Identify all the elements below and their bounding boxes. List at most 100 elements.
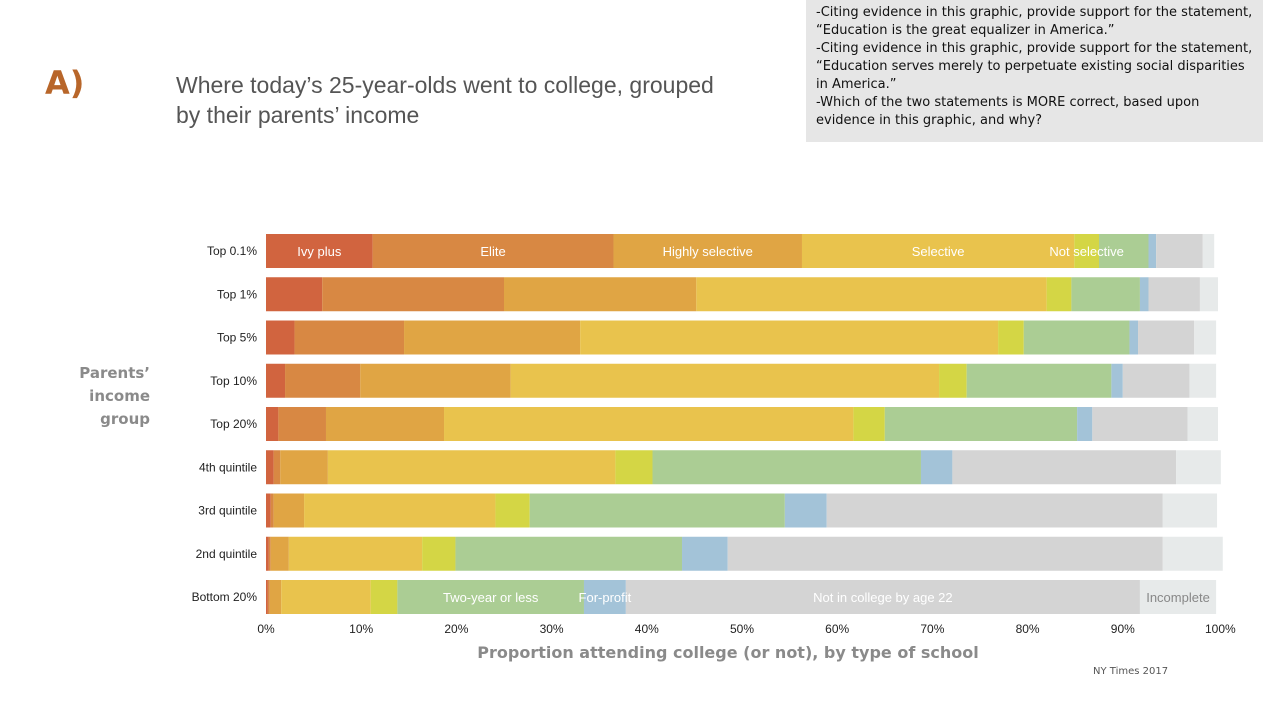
y-axis-label-line-1: Parents’ [79, 364, 150, 382]
bar-segment-elite-3rd-quintile [270, 493, 274, 528]
bar-segment-two-year-or-less-top-1 [1071, 277, 1140, 312]
bar-segment-not-selective-top-20 [853, 407, 885, 441]
bar-segment-elite-top-10 [285, 363, 361, 398]
bar-segment-selective-bottom-20 [281, 580, 371, 614]
bar-segment-two-year-or-less-top-5 [1023, 320, 1130, 355]
x-tick-label: 80% [1016, 622, 1040, 636]
bar-segment-not-selective-4th-quintile [615, 450, 653, 485]
bar-segment-two-year-or-less-top-10 [966, 363, 1112, 398]
bar-segment-highly-selective-top-1 [504, 277, 697, 312]
bar-segment-not-in-college-by-age-22-top-10 [1122, 363, 1190, 398]
bar-segment-not-in-college-by-age-22-top-0-1 [1156, 234, 1203, 268]
source-note: NY Times 2017 [1093, 666, 1169, 677]
bar-segment-for-profit-top-10 [1111, 363, 1123, 398]
segment-label-elite: Elite [480, 244, 505, 259]
segment-labels-group: Ivy plus Elite Highly selective Selective No… [297, 244, 1210, 605]
bar-segment-not-in-college-by-age-22-3rd-quintile [826, 493, 1163, 528]
bar-segment-incomplete-4th-quintile [1176, 450, 1221, 485]
bar-segment-incomplete-3rd-quintile [1162, 493, 1218, 528]
bar-segment-elite-bottom-20 [267, 580, 270, 614]
segment-label-for-profit: For-profit [579, 590, 632, 605]
bar-segment-for-profit-top-5 [1129, 320, 1139, 355]
bar-segment-for-profit-top-0-1 [1148, 234, 1157, 268]
category-label-4th-quintile: 4th quintile [199, 460, 257, 474]
bar-segment-for-profit-2nd-quintile [682, 536, 728, 571]
x-tick-label: 30% [540, 622, 564, 636]
bars-group [266, 234, 1223, 614]
bar-segment-selective-top-20 [444, 407, 854, 441]
bar-segment-not-selective-2nd-quintile [422, 536, 456, 571]
x-tick-label: 100% [1205, 622, 1236, 636]
segment-label-not-in-college-by-age-22: Not in college by age 22 [813, 590, 952, 605]
chart-title-line-1: Where today’s 25-year-olds went to colle… [176, 72, 714, 98]
bar-segment-highly-selective-top-0-1 [613, 234, 802, 268]
segment-label-incomplete: Incomplete [1146, 590, 1210, 605]
bar-segment-incomplete-top-20 [1187, 407, 1218, 441]
bar-segment-ivy-plus-bottom-20 [266, 580, 268, 614]
bar-segment-two-year-or-less-top-0-1 [1099, 234, 1149, 268]
bar-segment-two-year-or-less-4th-quintile [652, 450, 921, 485]
category-label-2nd-quintile: 2nd quintile [196, 547, 258, 561]
bar-segment-elite-top-20 [278, 407, 326, 441]
bar-segment-incomplete-top-10 [1189, 363, 1217, 398]
bar-segment-ivy-plus-top-1 [266, 277, 323, 312]
bar-segment-two-year-or-less-bottom-20 [397, 580, 584, 614]
bar-segment-for-profit-top-1 [1139, 277, 1149, 312]
bar-segment-ivy-plus-top-20 [266, 407, 279, 441]
x-tick-label: 90% [1111, 622, 1135, 636]
x-tick-label: 0% [257, 622, 275, 636]
bar-segment-selective-3rd-quintile [304, 493, 496, 528]
bar-segment-selective-top-0-1 [801, 234, 1075, 268]
bar-segment-not-in-college-by-age-22-top-1 [1148, 277, 1200, 312]
bar-segment-not-in-college-by-age-22-top-20 [1092, 407, 1188, 441]
bar-segment-not-selective-top-0-1 [1074, 234, 1099, 268]
bar-segment-selective-top-5 [580, 320, 999, 355]
bar-segment-elite-2nd-quintile [268, 536, 271, 571]
bar-segment-two-year-or-less-3rd-quintile [529, 493, 785, 528]
category-label-top-20: Top 20% [210, 417, 257, 431]
bar-segment-ivy-plus-3rd-quintile [266, 493, 271, 528]
category-label-top-0-1: Top 0.1% [207, 244, 257, 258]
bar-segment-highly-selective-top-10 [360, 363, 511, 398]
bar-segment-incomplete-top-0-1 [1202, 234, 1215, 268]
segment-label-ivy-plus: Ivy plus [297, 244, 342, 259]
bar-segment-not-selective-3rd-quintile [495, 493, 530, 528]
bar-segment-ivy-plus-top-5 [266, 320, 295, 355]
bar-segment-selective-4th-quintile [327, 450, 616, 485]
bar-segment-highly-selective-bottom-20 [269, 580, 282, 614]
category-label-3rd-quintile: 3rd quintile [198, 504, 257, 518]
bar-segment-two-year-or-less-2nd-quintile [455, 536, 683, 571]
bar-segment-not-selective-bottom-20 [370, 580, 398, 614]
category-label-top-1: Top 1% [217, 287, 257, 301]
segment-label-highly-selective: Highly selective [663, 244, 753, 259]
bar-segment-ivy-plus-top-10 [266, 363, 286, 398]
bar-segment-for-profit-bottom-20 [583, 580, 626, 614]
category-labels-group: Top 0.1% Top 1% Top 5% Top 10% Top 20% 4th qu… [192, 244, 258, 604]
bar-segment-highly-selective-top-20 [325, 407, 445, 441]
category-label-bottom-20: Bottom 20% [192, 590, 258, 604]
bar-segment-not-in-college-by-age-22-4th-quintile [952, 450, 1177, 485]
bar-segment-elite-4th-quintile [273, 450, 281, 485]
bar-segment-ivy-plus-top-0-1 [266, 234, 373, 268]
category-label-top-5: Top 5% [217, 331, 257, 345]
bar-segment-incomplete-bottom-20 [1139, 580, 1217, 614]
bar-segment-selective-top-10 [510, 363, 940, 398]
question-2: -Citing evidence in this graphic, provid… [816, 41, 1253, 92]
y-axis-label-line-3: group [100, 410, 150, 428]
chart-title: Where today’s 25-year-olds went to colle… [176, 70, 756, 130]
segment-label-two-year-or-less: Two-year or less [443, 590, 539, 605]
bar-segment-highly-selective-3rd-quintile [273, 493, 305, 528]
segment-label-selective: Selective [912, 244, 965, 259]
question-3: -Which of the two statements is MORE cor… [816, 95, 1200, 128]
x-tick-labels-group: 0% 10% 20% 30% 40% 50% 60% 70% 80% 90% 100% [257, 622, 1236, 636]
bar-segment-not-selective-top-1 [1046, 277, 1072, 312]
bar-segment-incomplete-top-1 [1199, 277, 1218, 312]
bar-segment-elite-top-5 [294, 320, 405, 355]
section-label: A) [45, 64, 85, 102]
x-tick-label: 10% [349, 622, 373, 636]
bar-segment-not-in-college-by-age-22-top-5 [1138, 320, 1195, 355]
bar-segment-not-in-college-by-age-22-2nd-quintile [727, 536, 1163, 571]
x-tick-label: 50% [730, 622, 754, 636]
chart-title-line-2: by their parents’ income [176, 102, 420, 128]
